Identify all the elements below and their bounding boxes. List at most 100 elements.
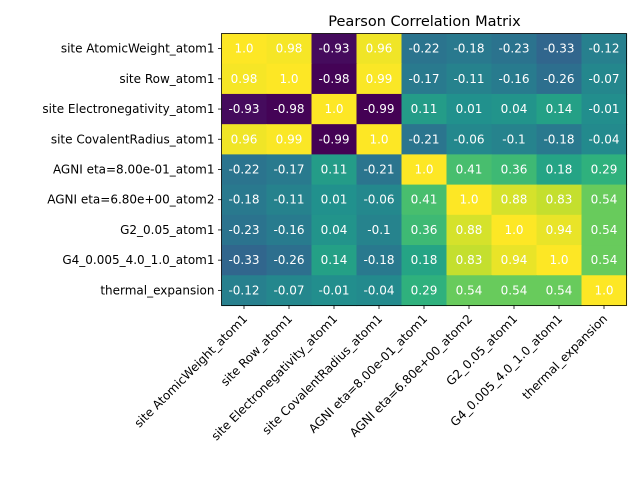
heatmap-cell-r6-c6 bbox=[491, 214, 538, 246]
cell-value-label-r7-c6: 0.94 bbox=[501, 253, 528, 267]
y-tick-label-6: G2_0.05_atom1 bbox=[120, 223, 214, 237]
y-tick-label-3: site CovalentRadius_atom1 bbox=[51, 132, 215, 146]
cell-value-label-r6-c2: 0.04 bbox=[321, 223, 348, 237]
heatmap-cell-r4-c6 bbox=[491, 154, 538, 186]
heatmap-cell-r4-c7 bbox=[536, 154, 583, 186]
heatmap-cell-r3-c2 bbox=[311, 124, 358, 155]
cell-value-label-r7-c5: 0.83 bbox=[456, 253, 483, 267]
heatmap-cells bbox=[221, 33, 628, 307]
heatmap-cell-r2-c4 bbox=[401, 93, 448, 125]
cell-value-label-r0-c2: -0.93 bbox=[318, 42, 349, 56]
cell-value-label-r0-c4: -0.22 bbox=[408, 42, 439, 56]
heatmap-cell-r0-c1 bbox=[266, 33, 313, 65]
cell-value-label-r7-c8: 0.54 bbox=[591, 253, 618, 267]
heatmap-cell-r5-c3 bbox=[356, 184, 403, 216]
heatmap-cell-r8-c6 bbox=[491, 275, 538, 307]
cell-value-label-r3-c8: -0.04 bbox=[588, 132, 619, 146]
heatmap-cell-r5-c7 bbox=[536, 184, 583, 216]
heatmap-cell-r7-c6 bbox=[491, 245, 538, 276]
heatmap-cell-r7-c3 bbox=[356, 245, 403, 276]
heatmap-cell-r4-c3 bbox=[356, 154, 403, 186]
heatmap-cell-r2-c0 bbox=[221, 93, 268, 125]
heatmap-cell-r0-c8 bbox=[581, 33, 628, 65]
cell-value-label-r5-c3: -0.06 bbox=[363, 193, 394, 207]
heatmap-cell-r5-c8 bbox=[581, 184, 628, 216]
heatmap-cell-r8-c8 bbox=[581, 275, 628, 307]
heatmap-cell-r6-c8 bbox=[581, 214, 628, 246]
heatmap-cell-r7-c0 bbox=[221, 245, 268, 276]
cell-value-label-r6-c5: 0.88 bbox=[456, 223, 483, 237]
cell-value-label-r6-c3: -0.1 bbox=[367, 223, 390, 237]
cell-value-label-r5-c8: 0.54 bbox=[591, 193, 618, 207]
cell-value-label-r7-c2: 0.14 bbox=[321, 253, 348, 267]
heatmap-cell-r1-c8 bbox=[581, 63, 628, 95]
cell-value-label-r1-c4: -0.17 bbox=[408, 72, 439, 86]
cell-value-label-r3-c7: -0.18 bbox=[543, 132, 574, 146]
heatmap-cell-r1-c0 bbox=[221, 63, 268, 95]
heatmap-cell-r2-c8 bbox=[581, 93, 628, 125]
cell-value-label-r3-c3: 1.0 bbox=[369, 132, 388, 146]
cell-value-label-r5-c1: -0.11 bbox=[273, 193, 304, 207]
heatmap-cell-r7-c2 bbox=[311, 245, 358, 276]
heatmap-cell-r3-c1 bbox=[266, 124, 313, 155]
cell-value-label-r3-c4: -0.21 bbox=[408, 132, 439, 146]
cell-value-label-r2-c5: 0.01 bbox=[456, 102, 483, 116]
cell-value-label-r3-c6: -0.1 bbox=[502, 132, 525, 146]
heatmap-cell-r1-c3 bbox=[356, 63, 403, 95]
heatmap-cell-r4-c4 bbox=[401, 154, 448, 186]
heatmap-cell-r1-c7 bbox=[536, 63, 583, 95]
heatmap-cell-r6-c1 bbox=[266, 214, 313, 246]
cell-value-label-r7-c1: -0.26 bbox=[273, 253, 304, 267]
heatmap-cell-r3-c7 bbox=[536, 124, 583, 155]
heatmap-cell-r6-c0 bbox=[221, 214, 268, 246]
heatmap-cell-r5-c2 bbox=[311, 184, 358, 216]
heatmap-cell-r5-c4 bbox=[401, 184, 448, 216]
heatmap-cell-r5-c0 bbox=[221, 184, 268, 216]
heatmap-cell-r0-c5 bbox=[446, 33, 493, 65]
cell-value-label-r8-c5: 0.54 bbox=[456, 283, 483, 297]
cell-value-label-r1-c6: -0.16 bbox=[498, 72, 529, 86]
heatmap-cell-r6-c7 bbox=[536, 214, 583, 246]
heatmap-cell-r0-c0 bbox=[221, 33, 268, 65]
cell-value-label-r4-c7: 0.18 bbox=[546, 162, 573, 176]
cell-value-label-r7-c7: 1.0 bbox=[549, 253, 568, 267]
cell-value-label-r1-c7: -0.26 bbox=[543, 72, 574, 86]
heatmap-cell-r8-c0 bbox=[221, 275, 268, 307]
cell-value-label-r0-c1: 0.98 bbox=[276, 42, 303, 56]
heatmap-cell-r7-c1 bbox=[266, 245, 313, 276]
heatmap-cell-r2-c3 bbox=[356, 93, 403, 125]
cell-value-label-r8-c3: -0.04 bbox=[363, 283, 394, 297]
heatmap-cell-r7-c5 bbox=[446, 245, 493, 276]
heatmap-cell-r0-c2 bbox=[311, 33, 358, 65]
heatmap-cell-r0-c4 bbox=[401, 33, 448, 65]
heatmap-cell-r4-c0 bbox=[221, 154, 268, 186]
cell-value-label-r2-c1: -0.98 bbox=[273, 102, 304, 116]
heatmap-cell-r4-c2 bbox=[311, 154, 358, 186]
cell-value-label-r2-c4: 0.11 bbox=[411, 102, 438, 116]
cell-value-label-r5-c7: 0.83 bbox=[546, 193, 573, 207]
cell-value-label-r6-c4: 0.36 bbox=[411, 223, 438, 237]
y-tick-label-2: site Electronegativity_atom1 bbox=[42, 102, 214, 116]
heatmap-cell-r8-c5 bbox=[446, 275, 493, 307]
cell-value-label-r5-c2: 0.01 bbox=[321, 193, 348, 207]
heatmap-cell-r2-c2 bbox=[311, 93, 358, 125]
heatmap-cell-r3-c6 bbox=[491, 124, 538, 155]
cell-value-label-r4-c5: 0.41 bbox=[456, 162, 483, 176]
cell-value-label-r0-c5: -0.18 bbox=[453, 42, 484, 56]
cell-value-label-r1-c5: -0.11 bbox=[453, 72, 484, 86]
cell-value-label-r6-c0: -0.23 bbox=[228, 223, 259, 237]
heatmap-cell-r0-c7 bbox=[536, 33, 583, 65]
heatmap-cell-r3-c3 bbox=[356, 124, 403, 155]
heatmap-cell-r3-c0 bbox=[221, 124, 268, 155]
cell-value-label-r3-c1: 0.99 bbox=[276, 132, 303, 146]
cell-value-label-r4-c8: 0.29 bbox=[591, 162, 618, 176]
heatmap-cell-r4-c8 bbox=[581, 154, 628, 186]
heatmap-cell-r8-c4 bbox=[401, 275, 448, 307]
cell-value-label-r6-c6: 1.0 bbox=[504, 223, 523, 237]
heatmap-cell-r6-c4 bbox=[401, 214, 448, 246]
heatmap-cell-r1-c4 bbox=[401, 63, 448, 95]
cell-value-label-r2-c2: 1.0 bbox=[324, 102, 343, 116]
heatmap-cell-r7-c4 bbox=[401, 245, 448, 276]
